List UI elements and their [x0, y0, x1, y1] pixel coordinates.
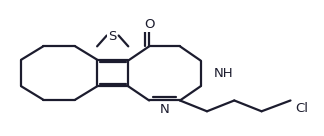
Text: O: O: [144, 18, 155, 31]
Text: S: S: [108, 30, 116, 43]
Text: Cl: Cl: [295, 102, 308, 115]
Text: NH: NH: [214, 67, 233, 80]
Text: N: N: [160, 103, 169, 116]
